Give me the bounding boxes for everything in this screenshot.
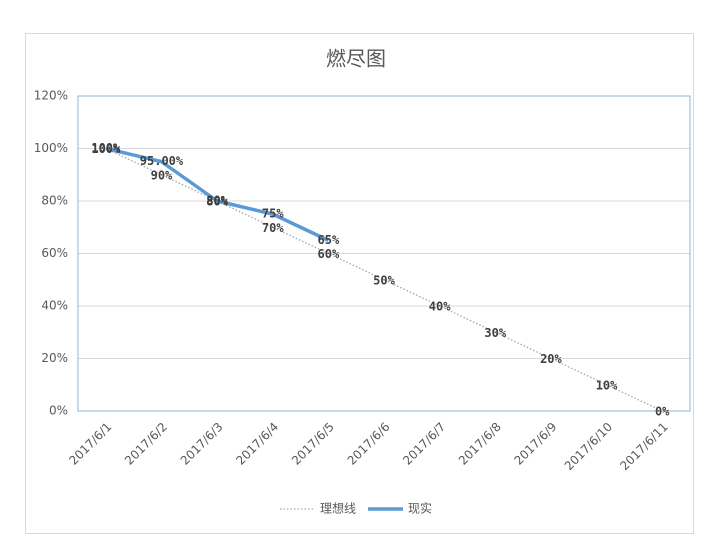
series-line (105, 146, 330, 242)
data-label: 70% (262, 221, 284, 235)
y-tick-label: 0% (49, 404, 68, 418)
data-label: 20% (540, 352, 562, 366)
y-tick-label: 40% (41, 299, 68, 313)
data-label: 100% (91, 141, 121, 155)
data-label: 80% (206, 195, 228, 209)
data-label: 60% (318, 247, 340, 261)
data-label: 40% (429, 300, 451, 314)
plot-border (77, 95, 691, 412)
chart-title: 燃尽图 (326, 47, 386, 71)
y-tick-label: 120% (34, 89, 68, 103)
series-line (105, 147, 663, 412)
data-label: 75% (262, 207, 284, 221)
data-label: 95.00% (140, 154, 184, 168)
legend-label: 现实 (408, 501, 432, 516)
y-tick-label: 100% (34, 141, 68, 155)
data-label: 0% (655, 405, 670, 419)
y-tick-label: 60% (41, 246, 68, 260)
data-label: 30% (484, 326, 506, 340)
y-tick-label: 80% (41, 194, 68, 208)
data-label: 100% (91, 142, 121, 156)
data-label: 80% (206, 194, 228, 208)
y-tick-label: 20% (41, 351, 68, 365)
data-label: 90% (151, 168, 173, 182)
legend-label: 理想线 (320, 501, 356, 516)
data-label: 10% (596, 378, 618, 392)
data-label: 50% (373, 273, 395, 287)
chart-frame (25, 33, 694, 534)
data-label: 65% (318, 233, 340, 247)
